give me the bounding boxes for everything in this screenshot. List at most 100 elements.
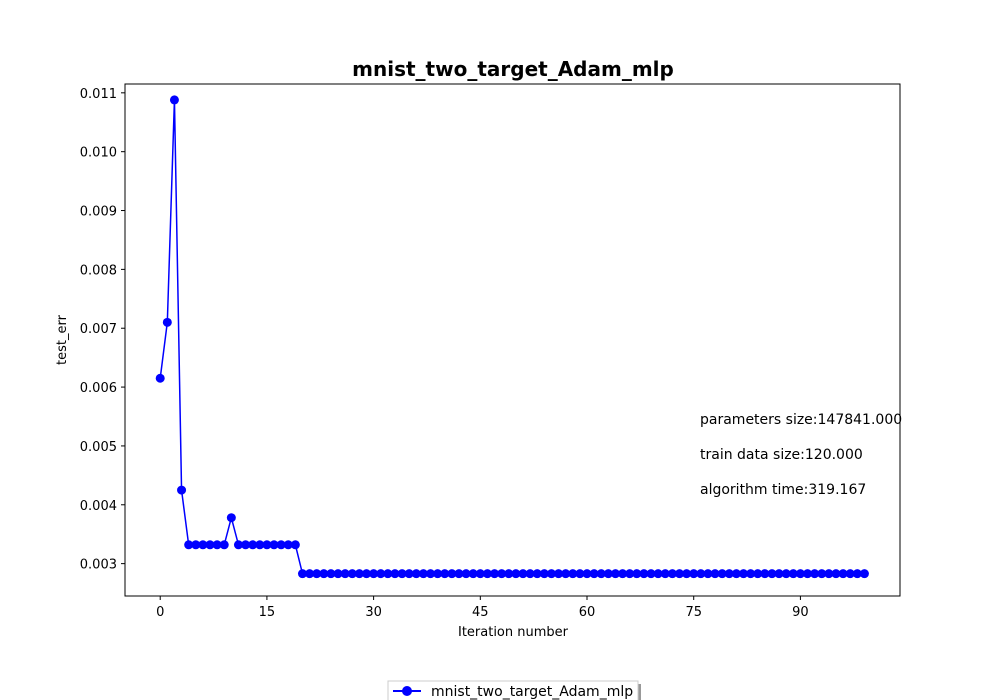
data-point [262, 540, 272, 550]
y-axis: 0.003 0.004 0.005 0.006 0.007 0.008 0.009 0.010… [80, 87, 125, 573]
data-point [554, 569, 564, 579]
data-point [319, 569, 329, 579]
data-point [582, 569, 592, 579]
data-point [326, 569, 336, 579]
data-point [340, 569, 350, 579]
data-point [618, 569, 628, 579]
x-tick-label: 0 [156, 605, 164, 620]
data-point [504, 569, 514, 579]
data-point [169, 95, 179, 105]
data-point [426, 569, 436, 579]
data-point [632, 569, 642, 579]
data-point [546, 569, 556, 579]
x-tick-label: 45 [472, 605, 489, 620]
data-point [376, 569, 386, 579]
data-point [660, 569, 670, 579]
data-point [333, 569, 343, 579]
data-point [219, 540, 229, 550]
x-axis-label: Iteration number [458, 625, 569, 640]
data-point [290, 540, 300, 550]
data-point [824, 569, 834, 579]
data-point [603, 569, 613, 579]
y-tick-label: 0.011 [80, 87, 117, 102]
data-point [703, 569, 713, 579]
data-point [731, 569, 741, 579]
data-point [803, 569, 813, 579]
data-point [490, 569, 500, 579]
data-point [646, 569, 656, 579]
x-axis: 0 15 30 45 60 75 90 [156, 596, 809, 620]
data-point [226, 513, 236, 523]
data-point [418, 569, 428, 579]
data-point [561, 569, 571, 579]
data-point [297, 569, 307, 579]
x-tick-label: 75 [685, 605, 702, 620]
data-point [674, 569, 684, 579]
series-line [159, 99, 865, 575]
data-point [724, 569, 734, 579]
data-point [639, 569, 649, 579]
data-point [831, 569, 841, 579]
data-point [497, 569, 507, 579]
data-point [461, 569, 471, 579]
plot-frame [124, 83, 901, 597]
data-point [525, 569, 535, 579]
data-point [682, 569, 692, 579]
data-point [440, 569, 450, 579]
x-tick-label: 30 [365, 605, 382, 620]
data-point [383, 569, 393, 579]
data-point [859, 569, 869, 579]
data-point [390, 569, 400, 579]
data-point [468, 569, 478, 579]
x-tick-label: 15 [259, 605, 276, 620]
data-point [667, 569, 677, 579]
data-point [447, 569, 457, 579]
legend: mnist_two_target_Adam_mlp [387, 680, 641, 700]
data-point [746, 569, 756, 579]
legend-box [387, 680, 639, 700]
data-point [212, 540, 222, 550]
data-point [589, 569, 599, 579]
legend-marker-swatch [402, 686, 412, 696]
data-point [454, 569, 464, 579]
data-point [155, 373, 165, 383]
data-point [184, 540, 194, 550]
y-tick-label: 0.003 [80, 558, 117, 573]
annotation-algorithm-time: algorithm time:319.167 [700, 482, 866, 498]
data-point [788, 569, 798, 579]
data-point [248, 540, 258, 550]
annotation-train-data-size: train data size:120.000 [700, 447, 863, 463]
data-point [347, 569, 357, 579]
legend-label: mnist_two_target_Adam_mlp [431, 684, 633, 700]
data-point [511, 569, 521, 579]
data-point [767, 569, 777, 579]
data-point [205, 540, 215, 550]
data-point [696, 569, 706, 579]
data-point [305, 569, 315, 579]
data-point [653, 569, 663, 579]
data-point [568, 569, 578, 579]
x-tick-label: 90 [792, 605, 809, 620]
annotation-parameters-size: parameters size:147841.000 [700, 412, 902, 428]
y-tick-label: 0.010 [80, 146, 117, 161]
data-point [369, 569, 379, 579]
data-point [753, 569, 763, 579]
data-point [162, 317, 172, 327]
chart-title: mnist_two_target_Adam_mlp [352, 57, 674, 81]
data-point [838, 569, 848, 579]
data-point [760, 569, 770, 579]
data-point [539, 569, 549, 579]
data-point [233, 540, 243, 550]
data-point [255, 540, 265, 550]
data-point [739, 569, 749, 579]
data-point [397, 569, 407, 579]
data-point [241, 540, 251, 550]
y-tick-label: 0.007 [80, 322, 117, 337]
series-layer [155, 95, 869, 579]
data-point [433, 569, 443, 579]
data-point [177, 485, 187, 495]
data-point [269, 540, 279, 550]
data-point [596, 569, 606, 579]
y-tick-label: 0.009 [80, 205, 117, 220]
